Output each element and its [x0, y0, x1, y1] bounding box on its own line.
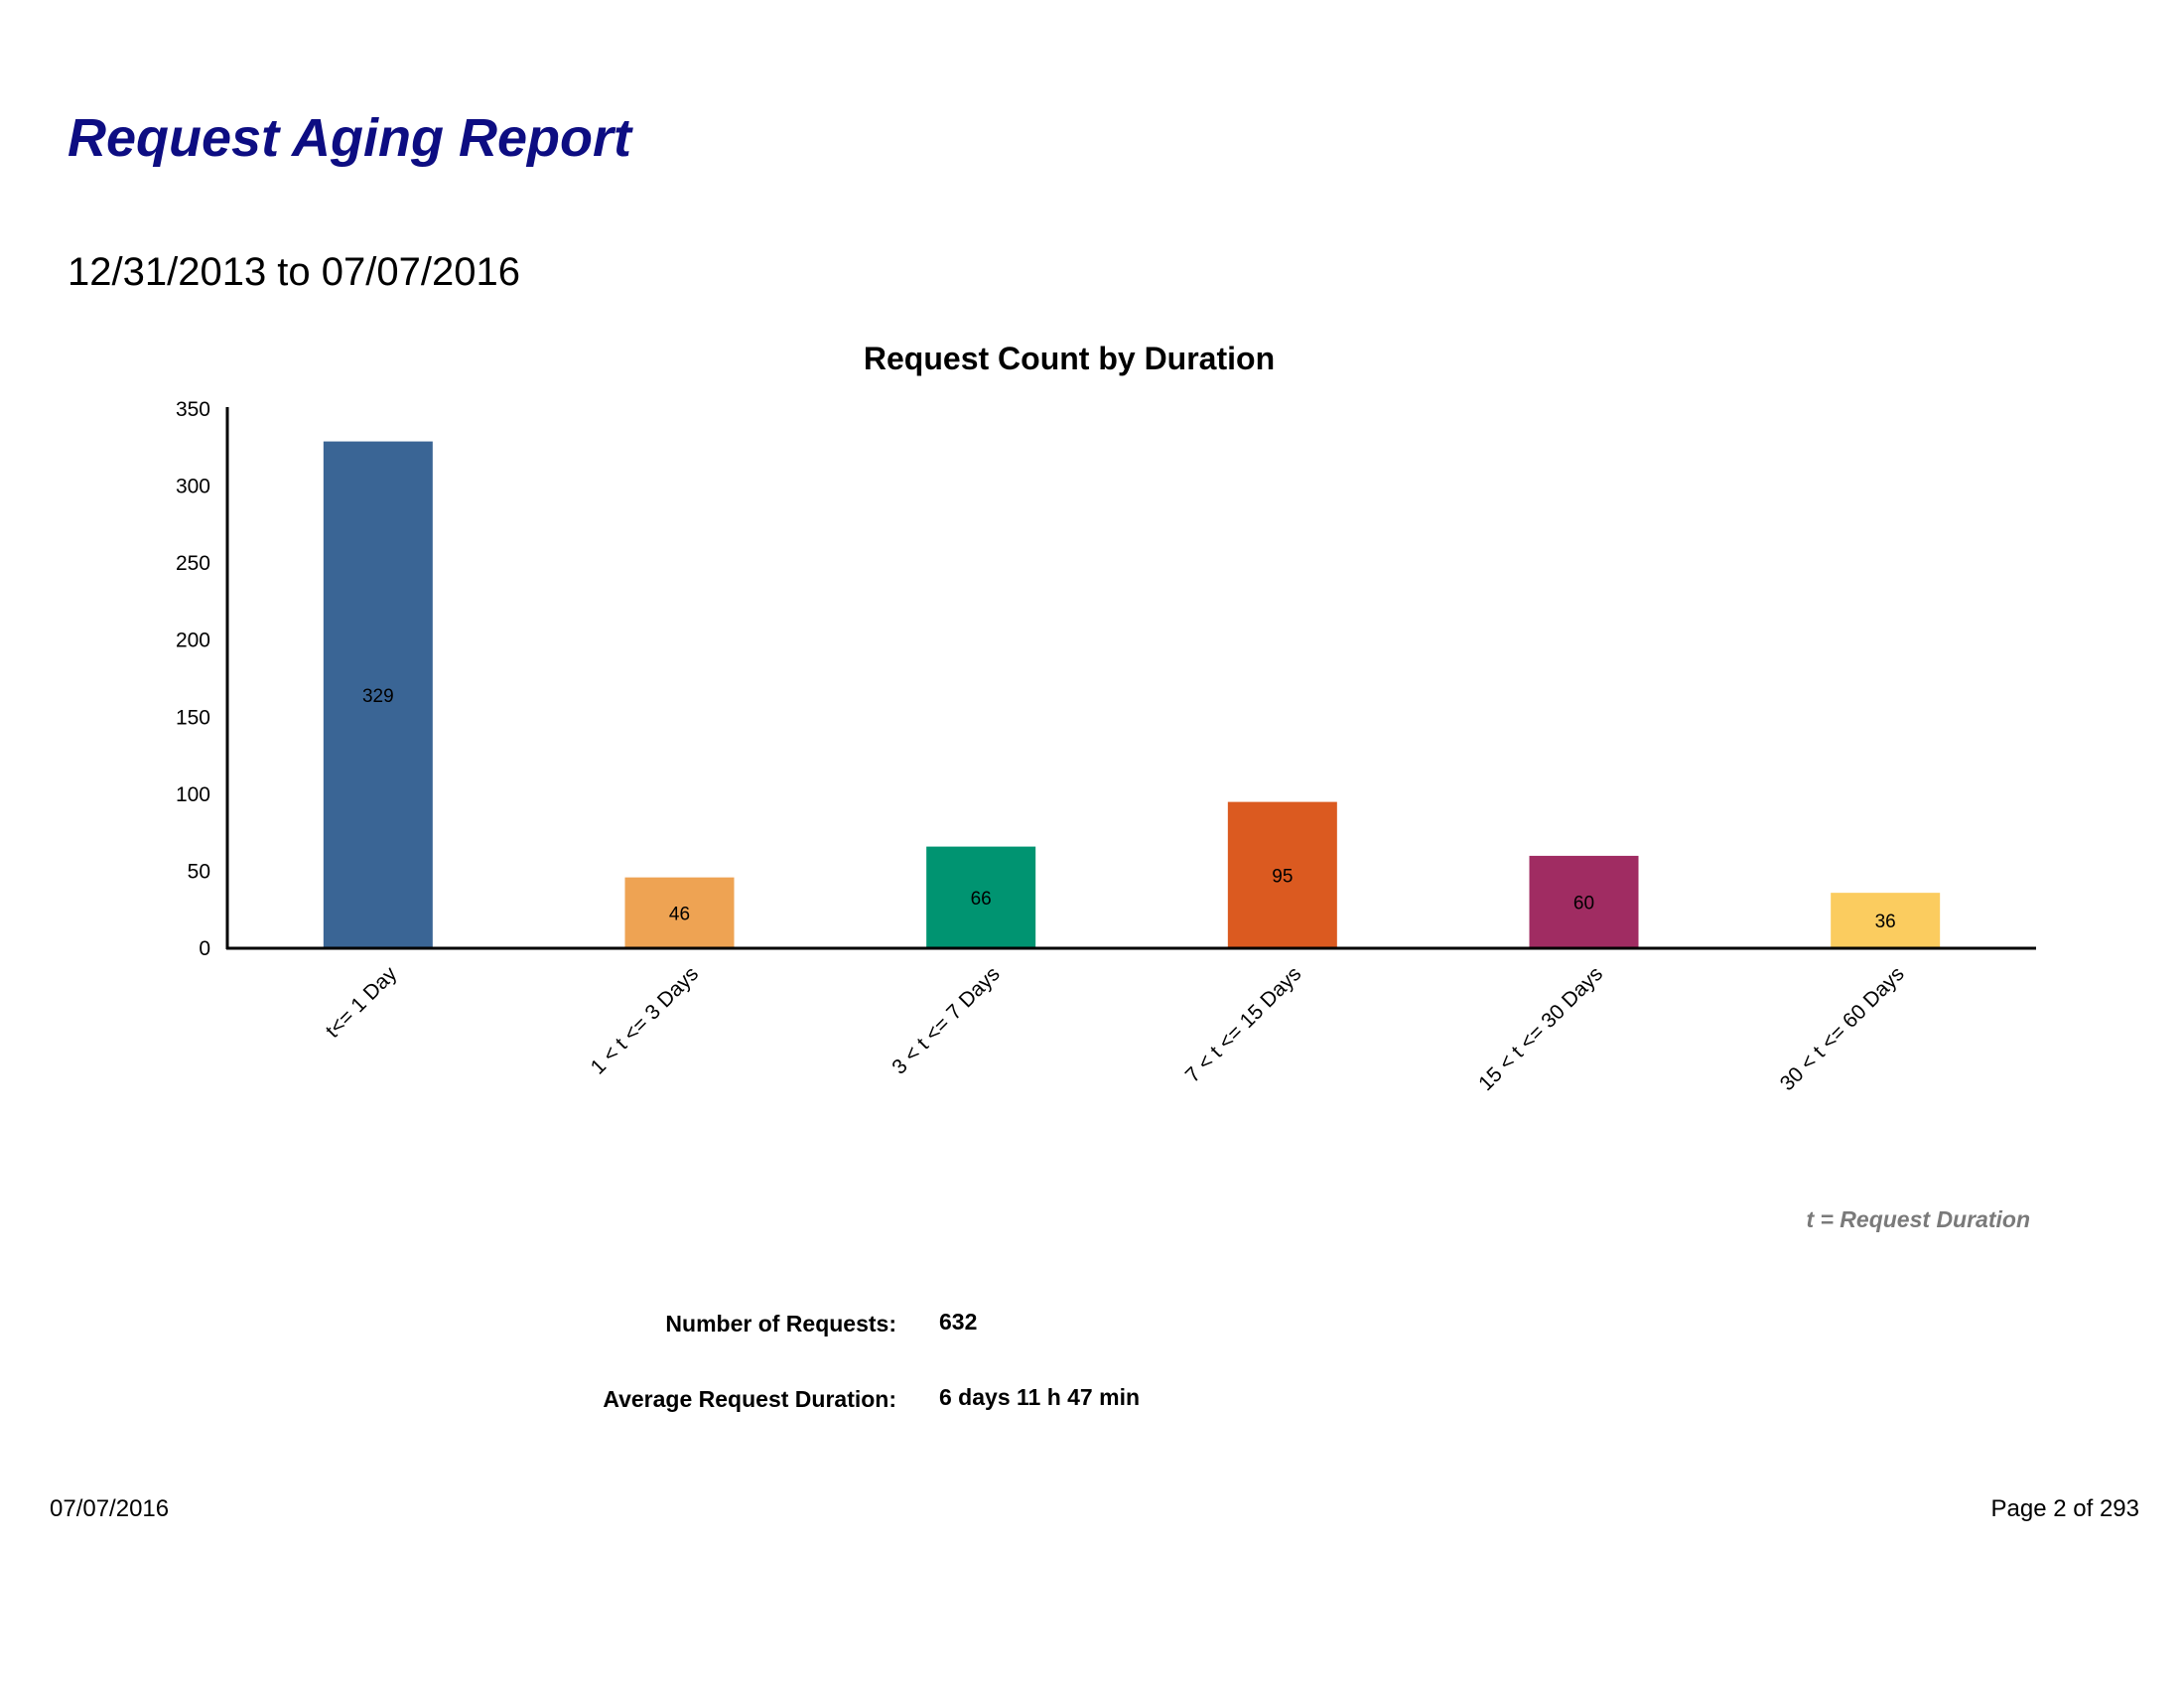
requests-value: 632 — [939, 1309, 978, 1335]
x-tick-label: 30 < t <= 60 Days — [1776, 962, 1909, 1095]
x-axis-labels: t<= 1 Day 1 < t <= 3 Days 3 < t <= 7 Days 7… — [322, 962, 1909, 1095]
bar — [926, 846, 1036, 948]
y-tick-label: 250 — [176, 552, 210, 575]
bar-value-label: 46 — [669, 904, 690, 924]
footer-date: 07/07/2016 — [50, 1495, 170, 1522]
x-tick-label: 15 < t <= 30 Days — [1474, 962, 1607, 1095]
y-tick-label: 100 — [176, 783, 210, 806]
bar-value-label: 36 — [1875, 912, 1896, 932]
chart-title: Request Count by Duration — [864, 341, 1275, 376]
y-tick-label: 150 — [176, 706, 210, 729]
bar — [323, 441, 433, 948]
bar — [1831, 893, 1941, 948]
y-tick-label: 350 — [176, 398, 210, 421]
y-tick-label: 300 — [176, 476, 210, 498]
duration-label: Average Request Duration: — [603, 1386, 896, 1412]
y-axis-ticks: 0 50 100 150 200 250 300 350 — [176, 398, 210, 960]
bar-value-label: 66 — [971, 889, 992, 910]
date-range: 12/31/2013 to 07/07/2016 — [68, 250, 520, 294]
bar-value-label: 95 — [1272, 866, 1293, 887]
y-tick-label: 0 — [199, 937, 210, 960]
report-title: Request Aging Report — [68, 108, 632, 168]
bar — [1529, 855, 1639, 948]
bars: 329 46 66 95 60 36 — [323, 441, 1941, 948]
page-number: Page 2 of 293 — [1990, 1495, 2139, 1522]
bar-value-label: 329 — [362, 686, 394, 707]
x-tick-label: 3 < t <= 7 Days — [887, 962, 1004, 1078]
y-tick-label: 200 — [176, 630, 210, 652]
x-tick-label: 1 < t <= 3 Days — [587, 962, 703, 1078]
duration-note: t = Request Duration — [1806, 1206, 2030, 1232]
requests-label: Number of Requests: — [665, 1311, 896, 1336]
bar-value-label: 60 — [1573, 893, 1594, 914]
duration-value: 6 days 11 h 47 min — [939, 1384, 1141, 1410]
bar — [1227, 801, 1337, 948]
x-tick-label: t<= 1 Day — [322, 962, 402, 1043]
x-tick-label: 7 < t <= 15 Days — [1181, 962, 1306, 1087]
bar — [624, 877, 735, 948]
y-tick-label: 50 — [188, 860, 210, 883]
